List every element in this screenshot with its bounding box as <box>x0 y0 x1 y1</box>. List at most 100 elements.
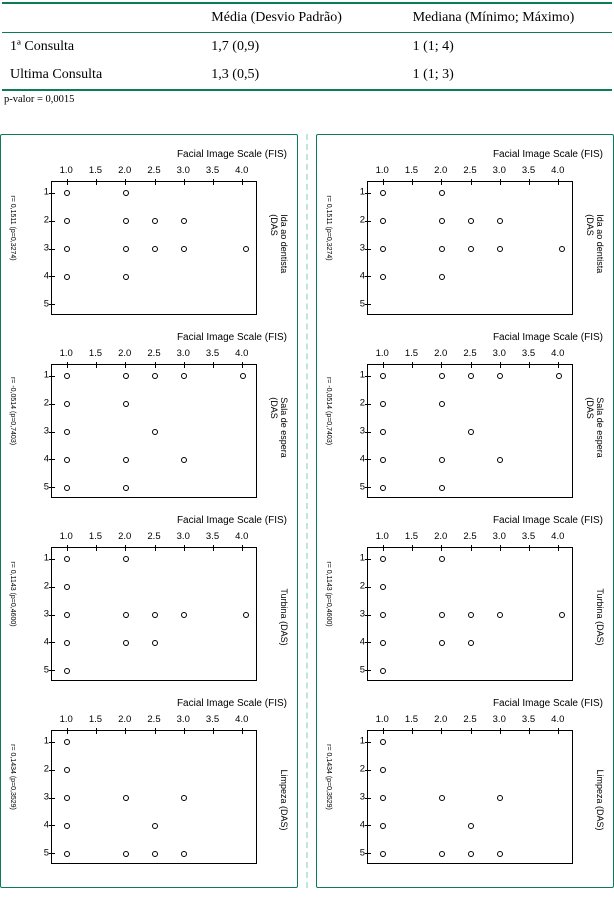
x-tick-label: 3.5 <box>522 348 535 359</box>
data-point <box>380 429 386 435</box>
x-tick-label: 2.0 <box>434 165 447 176</box>
x-tick-label: 2.5 <box>147 531 160 542</box>
data-point <box>468 640 474 646</box>
x-tick-label: 4.0 <box>235 165 248 176</box>
plot-area <box>51 364 257 498</box>
x-tick-label: 2.0 <box>118 531 131 542</box>
data-point <box>380 485 386 491</box>
x-tick-label: 3.5 <box>206 531 219 542</box>
x-tick-label: 2.0 <box>118 348 131 359</box>
data-point <box>439 640 445 646</box>
data-point <box>243 612 249 618</box>
data-point <box>468 218 474 224</box>
y-tick-label: 4 <box>44 636 49 647</box>
x-tick-label: 3.0 <box>493 165 506 176</box>
data-point <box>380 823 386 829</box>
table-row: 1ª Consulta 1,7 (0,9) 1 (1; 4) <box>2 33 612 62</box>
x-tick-label: 3.0 <box>177 165 190 176</box>
data-point <box>64 401 70 407</box>
data-point <box>380 640 386 646</box>
x-axis-title: Facial Image Scale (FIS) <box>177 515 287 526</box>
data-point <box>497 457 503 463</box>
data-point <box>64 668 70 674</box>
x-tick-label: 2.0 <box>434 531 447 542</box>
x-tick-label: 1.0 <box>376 531 389 542</box>
data-point <box>64 190 70 196</box>
data-point <box>123 401 129 407</box>
correlation-stat: r= 0,1511 (p=0,3274) <box>325 195 332 260</box>
scatter-chart: Facial Image Scale (FIS)Ida ao dentista … <box>9 149 289 324</box>
x-tick-label: 4.0 <box>235 714 248 725</box>
data-point <box>64 429 70 435</box>
y-tick-label: 1 <box>44 370 49 381</box>
x-tick-label: 1.0 <box>60 714 73 725</box>
x-tick-label: 3.0 <box>493 531 506 542</box>
x-tick-label: 2.5 <box>463 348 476 359</box>
data-point <box>468 851 474 857</box>
data-point <box>152 373 158 379</box>
x-tick-label: 4.0 <box>235 531 248 542</box>
data-point <box>559 612 565 618</box>
y-tick-label: 5 <box>360 298 365 309</box>
correlation-stat: r= 0,1511 (p=0,3274) <box>9 195 16 260</box>
x-tick-label: 4.0 <box>551 165 564 176</box>
data-point <box>380 246 386 252</box>
correlation-stat: r= 0,1143 (p=0,4600) <box>9 561 16 626</box>
x-tick-label: 1.0 <box>60 531 73 542</box>
x-tick-label: 1.5 <box>89 348 102 359</box>
y-tick-label: 4 <box>44 819 49 830</box>
data-point <box>152 218 158 224</box>
scatter-chart: Facial Image Scale (FIS)Turbina (DAS)r= … <box>9 515 289 690</box>
y-tick-label: 2 <box>44 581 49 592</box>
x-tick-label: 4.0 <box>551 531 564 542</box>
x-axis-title: Facial Image Scale (FIS) <box>177 698 287 709</box>
data-point <box>380 373 386 379</box>
data-point <box>497 851 503 857</box>
data-point <box>439 795 445 801</box>
x-tick-label: 1.0 <box>376 348 389 359</box>
data-point <box>152 246 158 252</box>
x-tick-label: 2.0 <box>434 714 447 725</box>
data-point <box>439 274 445 280</box>
x-tick-label: 2.5 <box>147 348 160 359</box>
y-tick-label: 5 <box>44 298 49 309</box>
x-tick-label: 1.5 <box>405 714 418 725</box>
x-axis-title: Facial Image Scale (FIS) <box>493 698 603 709</box>
data-point <box>152 429 158 435</box>
data-point <box>439 457 445 463</box>
y-tick-label: 3 <box>360 426 365 437</box>
x-axis-title: Facial Image Scale (FIS) <box>493 149 603 160</box>
data-point <box>559 246 565 252</box>
x-tick-label: 1.0 <box>376 165 389 176</box>
x-tick-label: 2.0 <box>118 165 131 176</box>
data-point <box>497 612 503 618</box>
data-point <box>64 795 70 801</box>
y-tick-label: 1 <box>360 736 365 747</box>
data-point <box>497 373 503 379</box>
x-axis-title: Facial Image Scale (FIS) <box>493 515 603 526</box>
data-point <box>468 429 474 435</box>
left-panel: Facial Image Scale (FIS)Ida ao dentista … <box>0 134 298 888</box>
y-tick-label: 4 <box>360 270 365 281</box>
x-tick-label: 4.0 <box>235 348 248 359</box>
correlation-stat: r= -0,0514 (p=0,7403) <box>9 377 16 445</box>
data-point <box>243 246 249 252</box>
data-point <box>380 218 386 224</box>
y-tick-label: 2 <box>360 215 365 226</box>
data-point <box>123 851 129 857</box>
x-tick-label: 2.5 <box>463 714 476 725</box>
x-tick-label: 4.0 <box>551 714 564 725</box>
data-point <box>468 246 474 252</box>
correlation-stat: r= 0,1143 (p=0,4600) <box>325 561 332 626</box>
x-axis-title: Facial Image Scale (FIS) <box>177 149 287 160</box>
table-row: Ultima Consulta 1,3 (0,5) 1 (1; 3) <box>2 61 612 90</box>
data-point <box>152 823 158 829</box>
x-axis-title: Facial Image Scale (FIS) <box>177 332 287 343</box>
panel-divider <box>306 134 308 888</box>
plot-area <box>51 181 257 315</box>
data-point <box>64 373 70 379</box>
data-point <box>468 823 474 829</box>
x-tick-label: 1.5 <box>405 165 418 176</box>
data-point <box>64 274 70 280</box>
x-tick-label: 1.5 <box>405 348 418 359</box>
